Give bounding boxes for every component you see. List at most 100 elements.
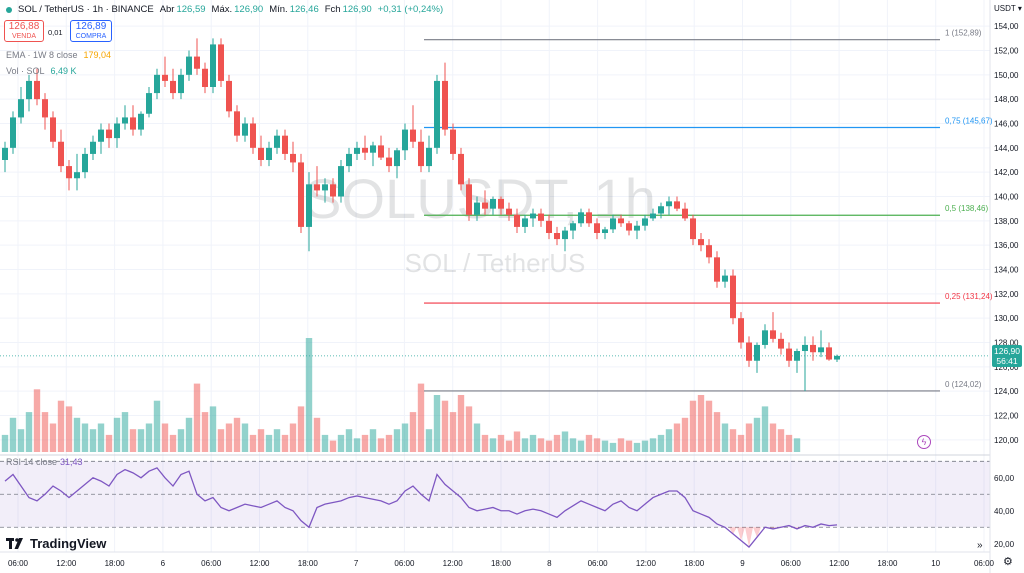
volume-value: 6,49 K [50, 66, 77, 76]
volume-bar [225, 423, 233, 452]
volume-bar [569, 438, 577, 452]
volume-bar [41, 412, 49, 452]
volume-bar [537, 438, 545, 452]
price-tick-label: 154,00 [994, 22, 1019, 31]
volume-bar [409, 412, 417, 452]
price-tick-label: 136,00 [994, 241, 1019, 250]
time-tick-label: 06:00 [781, 559, 802, 568]
time-tick-label: 12:00 [249, 559, 270, 568]
volume-bar [57, 400, 65, 452]
candle-body [186, 56, 192, 75]
candle-body [234, 111, 240, 136]
volume-legend[interactable]: Vol · SOL 6,49 K [6, 66, 77, 76]
volume-bar [217, 429, 225, 452]
candle-body [522, 218, 528, 227]
volume-bar [97, 423, 105, 452]
gear-icon: ⚙ [1003, 556, 1013, 568]
volume-bar [457, 395, 465, 452]
candle-body [226, 80, 232, 112]
candle-body [266, 147, 272, 160]
candle-body [458, 153, 464, 185]
price-tick-label: 120,00 [994, 436, 1019, 445]
watermark-sub: SOL / TetherUS [405, 248, 586, 278]
volume-bar [121, 412, 129, 452]
sell-button[interactable]: 126,88 VENDA [4, 20, 44, 42]
fib-label: 0,75 (145,67) [945, 117, 993, 126]
symbol-title[interactable]: SOL / TetherUS · 1h · BINANCE [18, 4, 154, 15]
volume-bar [489, 438, 497, 452]
price-tick-label: 124,00 [994, 387, 1019, 396]
time-tick-label: 06:00 [8, 559, 29, 568]
price-tick-label: 128,00 [994, 339, 1019, 348]
volume-bar [697, 395, 705, 452]
spread-value: 0,01 [48, 28, 63, 37]
candle-body [634, 225, 640, 231]
sell-label: VENDA [11, 33, 37, 40]
candle-body [42, 99, 48, 118]
candle-body [146, 93, 152, 114]
volume-bar [321, 434, 329, 452]
time-tick-label: 18:00 [105, 559, 126, 568]
candle-body [354, 147, 360, 154]
volume-bar [297, 406, 305, 452]
candle-body [666, 201, 672, 207]
volume-bar [177, 429, 185, 452]
volume-bar [673, 423, 681, 452]
time-tick-label: 18:00 [877, 559, 898, 568]
price-tick-label: 126,00 [994, 363, 1019, 372]
candle-body [762, 330, 768, 345]
currency-label: USDT [994, 4, 1016, 13]
volume-bar [769, 423, 777, 452]
volume-bars [1, 338, 801, 452]
time-tick-label: 18:00 [298, 559, 319, 568]
volume-bar [105, 434, 113, 452]
time-tick-label: 06:00 [201, 559, 222, 568]
candle-body [2, 147, 8, 160]
volume-bar [201, 412, 209, 452]
time-tick-label: 6 [161, 559, 166, 568]
alert-button[interactable]: ϟ [917, 435, 931, 449]
volume-bar [513, 431, 521, 452]
rsi-value: 31,43 [60, 457, 83, 467]
candle-body [722, 275, 728, 282]
candle-body [298, 162, 304, 227]
settings-button[interactable]: ⚙ [1003, 555, 1013, 568]
buy-button[interactable]: 126,89 COMPRA [70, 20, 112, 42]
ema-label: EMA · 1W 8 close [6, 50, 78, 60]
volume-bar [681, 417, 689, 452]
ema-legend[interactable]: EMA · 1W 8 close 179,04 [6, 50, 111, 60]
volume-bar [785, 434, 793, 452]
low-label: Mín. [269, 4, 288, 15]
candle-body [578, 212, 584, 224]
volume-bar [417, 383, 425, 452]
candle-body [610, 218, 616, 230]
volume-bar [233, 417, 241, 452]
candles [2, 38, 840, 392]
rsi-tick-label: 20,00 [994, 540, 1015, 549]
volume-bar [129, 429, 137, 452]
candle-body [826, 347, 832, 360]
open-value: 126,59 [176, 4, 206, 15]
currency-selector[interactable]: USDT ▾ [994, 4, 1022, 13]
volume-bar [65, 406, 73, 452]
candle-body [698, 239, 704, 246]
volume-bar [601, 440, 609, 452]
countdown-value: 56:41 [996, 355, 1018, 366]
volume-bar [305, 338, 313, 452]
time-tick-label: 18:00 [684, 559, 705, 568]
rsi-pane: 20,00 40,00 60,00 [0, 454, 1015, 549]
candle-body [802, 344, 808, 352]
rsi-legend[interactable]: RSI 14 close 31,43 [6, 457, 83, 467]
candle-body [346, 153, 352, 167]
volume-bar [441, 400, 449, 452]
scroll-right-button[interactable]: » [977, 540, 983, 551]
close-label: Fch [324, 4, 341, 15]
candle-body [682, 208, 688, 219]
rsi-tick-label: 60,00 [994, 474, 1015, 483]
candle-body [658, 206, 664, 214]
candle-body [426, 147, 432, 167]
volume-bar [425, 429, 433, 452]
rsi-label: RSI 14 close [6, 457, 58, 467]
price-tick-label: 130,00 [994, 314, 1019, 323]
